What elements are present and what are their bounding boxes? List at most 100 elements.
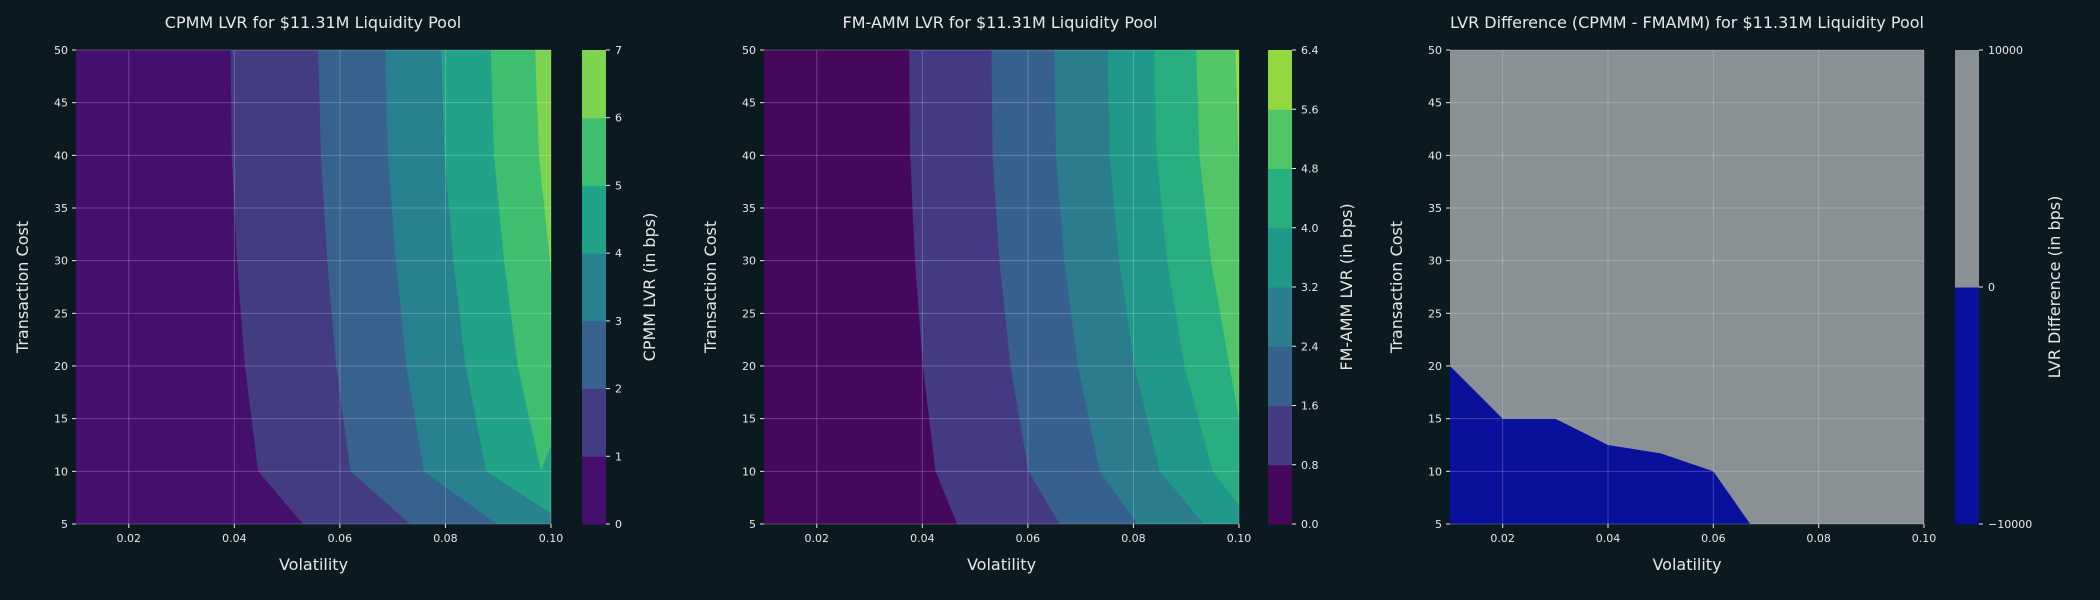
x-tick-label: 0.04 [222,532,247,545]
contour-region-5.6 [1235,50,1239,172]
colorbar-tick-label: 0.0 [1301,518,1319,531]
colorbar-tick-label: 1.6 [1301,400,1319,413]
colorbar-band [1955,50,1979,288]
colorbar-tick-label: 3 [615,315,622,328]
colorbar: 0.0 0.8 1.6 2.4 3.2 4.0 4.8 5.6 6.4 FM-AMM LVR (i… [1268,44,1356,531]
colorbar: 0 1 2 3 4 5 6 7 CPMM LVR (in bps) [582,44,659,531]
contour-region-6 [535,50,551,277]
y-tick-label: 50 [1428,44,1442,57]
y-tick-label: 15 [54,413,68,426]
x-tick-label: 0.06 [1701,532,1726,545]
colorbar-band [1268,405,1292,466]
y-tick-label: 15 [742,413,756,426]
chart-title: FM-AMM LVR for $11.31M Liquidity Pool [843,13,1158,32]
colorbar-band [1268,50,1292,110]
difference-negative-region [1450,366,1751,524]
colorbar-label: LVR Difference (in bps) [2045,196,2064,379]
y-tick-label: 20 [742,360,756,373]
colorbar-tick-label: 0.8 [1301,459,1319,472]
y-tick-label: 5 [749,518,756,531]
y-tick-label: 25 [1428,307,1442,320]
x-tick-label: 0.04 [1596,532,1621,545]
y-tick-label: 5 [61,518,68,531]
colorbar-band [582,388,606,457]
colorbar-band [582,185,606,254]
colorbar-tick-label: 0 [615,518,622,531]
colorbar-tick-label: −10000 [1988,518,2032,531]
x-tick-label: 0.02 [805,532,830,545]
chart-title: LVR Difference (CPMM - FMAMM) for $11.31… [1450,13,1924,32]
x-tick-label: 0.10 [1912,532,1937,545]
colorbar-tick-label: 0 [1988,281,1995,294]
x-tick-label: 0.08 [433,532,458,545]
chart-panel-3: 0.02 0.04 0.06 0.08 0.10 5 10 15 20 25 30 35 40 45 50 V… [1387,13,2064,574]
colorbar-band [582,320,606,390]
x-tick-label: 0.10 [1227,532,1252,545]
y-tick-label: 20 [54,360,68,373]
y-axis-label: Transaction Cost [701,221,720,354]
y-tick-label: 20 [1428,360,1442,373]
x-tick-label: 0.10 [539,532,564,545]
x-tick-label: 0.02 [117,532,142,545]
x-tick-label: 0.06 [1016,532,1041,545]
y-tick-label: 35 [742,202,756,215]
y-tick-label: 40 [1428,149,1442,162]
colorbar-tick-label: 5.6 [1301,103,1319,116]
contour-region-4.8 [1196,50,1239,419]
y-tick-label: 25 [742,307,756,320]
colorbar-band [1955,287,1979,525]
y-tick-label: 45 [1428,97,1442,110]
x-tick-label: 0.06 [328,532,353,545]
colorbar-tick-label: 7 [615,44,622,57]
chart-panel-2: 0.02 0.04 0.06 0.08 0.10 5 10 15 20 25 30 35 40 45 50 V… [701,13,1356,574]
colorbar-tick-label: 4.0 [1301,222,1319,235]
colorbar-band [582,50,606,119]
chart-panel-1: 0.02 0.04 0.06 0.08 0.105101520253035404550V… [13,13,659,574]
colorbar-tick-label: 6.4 [1301,44,1319,57]
colorbar-label: FM-AMM LVR (in bps) [1337,203,1356,370]
y-tick-label: 15 [1428,413,1442,426]
y-tick-label: 30 [1428,255,1442,268]
x-tick-label: 0.02 [1490,532,1515,545]
colorbar-label: CPMM LVR (in bps) [640,213,659,362]
colorbar-tick-label: 2 [615,383,622,396]
colorbar-band [582,456,606,525]
y-tick-label: 50 [54,44,68,57]
y-tick-label: 10 [54,465,68,478]
colorbar-tick-label: 3.2 [1301,281,1319,294]
y-tick-label: 5 [1435,518,1442,531]
y-tick-label: 25 [54,307,68,320]
y-tick-label: 10 [742,465,756,478]
y-tick-label: 35 [54,202,68,215]
y-tick-label: 10 [1428,465,1442,478]
y-tick-label: 40 [742,149,756,162]
colorbar-tick-label: 4 [615,247,622,260]
y-axis-label: Transaction Cost [13,221,32,354]
x-axis-label: Volatility [279,555,348,574]
y-tick-label: 30 [54,255,68,268]
y-tick-label: 35 [1428,202,1442,215]
colorbar-band [1268,287,1292,347]
x-tick-label: 0.08 [1121,532,1146,545]
colorbar-tick-label: 4.8 [1301,163,1319,176]
y-tick-label: 40 [54,149,68,162]
colorbar-band [1268,168,1292,229]
colorbar-band [1268,227,1292,288]
colorbar-band [582,117,606,186]
y-tick-label: 30 [742,255,756,268]
colorbar-band [1268,346,1292,406]
x-tick-label: 0.04 [910,532,935,545]
colorbar-band [1268,109,1292,169]
y-tick-label: 50 [742,44,756,57]
colorbar-band [582,253,606,322]
x-axis-label: Volatility [967,555,1036,574]
x-tick-label: 0.08 [1806,532,1831,545]
x-axis-label: Volatility [1652,555,1721,574]
contour-region-5 [490,50,551,472]
colorbar-tick-label: 6 [615,112,622,125]
colorbar-tick-label: 2.4 [1301,340,1319,353]
colorbar-tick-label: 5 [615,179,622,192]
chart-title: CPMM LVR for $11.31M Liquidity Pool [165,13,461,32]
colorbar-tick-label: 10000 [1988,44,2023,57]
